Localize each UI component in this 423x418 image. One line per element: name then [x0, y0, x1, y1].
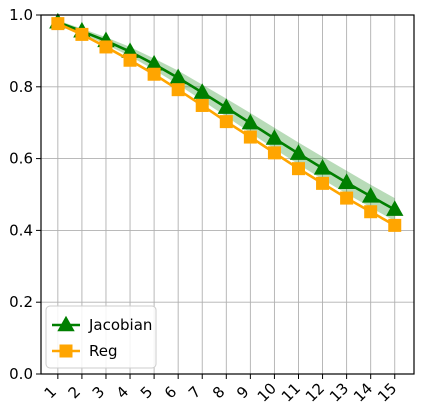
- x-tick-label: 12: [302, 379, 328, 405]
- x-tick-label: 3: [89, 383, 108, 402]
- x-tick-label: 7: [185, 383, 204, 402]
- jacobian-point: [241, 113, 260, 130]
- x-tick-label: 8: [209, 383, 228, 402]
- reg-point: [340, 191, 354, 205]
- jacobian-point: [217, 98, 235, 114]
- x-tick-label: 14: [350, 379, 376, 405]
- y-tick-label: 0.0: [9, 365, 33, 383]
- y-tick-label: 1.0: [9, 6, 33, 24]
- jacobian-point: [145, 54, 163, 71]
- x-tick-label: 11: [278, 379, 304, 405]
- jacobian-point: [169, 68, 187, 85]
- jacobian-band: [57, 20, 395, 222]
- x-tick-label: 10: [254, 379, 280, 405]
- legend-jacobian-marker: [57, 315, 75, 332]
- reg-point: [171, 83, 185, 97]
- x-tick-label: 6: [161, 383, 180, 402]
- reg-point: [99, 40, 113, 54]
- x-tick-label: 1: [41, 383, 60, 402]
- reg-point: [195, 98, 209, 112]
- reg-point: [75, 27, 89, 41]
- jacobian-point: [289, 144, 308, 160]
- x-tick-label: 2: [65, 383, 84, 402]
- reg-point: [147, 67, 161, 81]
- y-tick-label: 0.8: [9, 78, 33, 96]
- reg-point: [123, 53, 137, 67]
- jacobian-point: [193, 83, 211, 99]
- reg-point: [243, 130, 257, 144]
- confidence-band-layer: [57, 20, 395, 222]
- series-layer: [49, 12, 404, 232]
- jacobian-point: [361, 186, 380, 203]
- reg-point: [219, 115, 233, 129]
- plot-frame: [40, 14, 415, 375]
- x-tick-label: 13: [326, 379, 352, 405]
- reg-point: [316, 176, 330, 190]
- jacobian-point: [386, 200, 404, 216]
- reg-point: [267, 146, 281, 160]
- reg-point: [51, 17, 65, 31]
- jacobian-point: [313, 158, 332, 175]
- y-tick-label: 0.4: [9, 221, 33, 239]
- reg-point: [291, 162, 305, 176]
- y-tick-label: 0.2: [9, 293, 33, 311]
- legend-reg-marker: [59, 344, 73, 358]
- y-tick-label: 0.6: [9, 150, 33, 168]
- jacobian-point: [265, 129, 284, 145]
- legend-jacobian-label: Jacobian: [88, 316, 152, 334]
- reg-point: [388, 218, 402, 232]
- legend-box: [45, 305, 157, 369]
- jacobian-point: [337, 173, 356, 189]
- x-tick-label: 15: [374, 379, 400, 405]
- x-tick-label: 5: [137, 383, 156, 402]
- x-tick-label: 9: [233, 383, 252, 402]
- reg-point: [364, 205, 378, 219]
- legend: Jacobian Reg: [45, 305, 157, 369]
- x-tick-label: 4: [113, 383, 132, 402]
- legend-reg-label: Reg: [89, 342, 118, 360]
- reg-series: [51, 17, 402, 232]
